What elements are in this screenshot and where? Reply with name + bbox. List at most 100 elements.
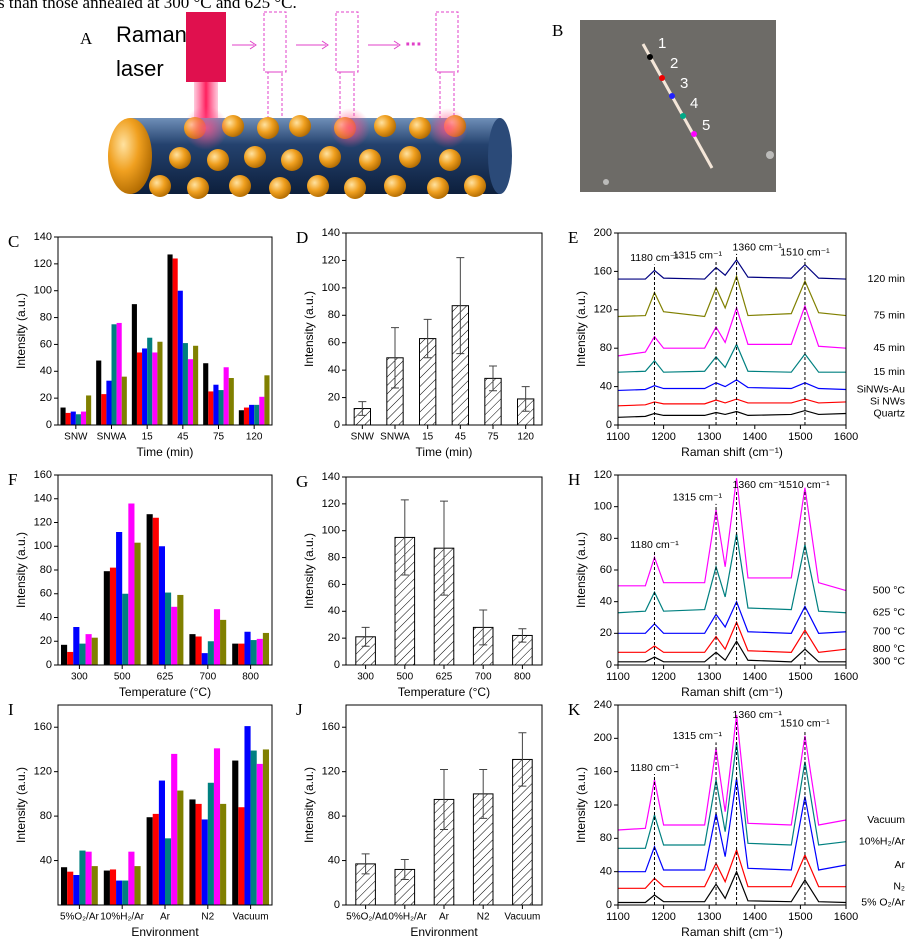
- y-tick-label: 60: [600, 564, 612, 576]
- bar: [171, 606, 178, 665]
- bar: [75, 414, 81, 425]
- x-tick-label: 1100: [606, 911, 630, 923]
- bar: [207, 641, 214, 665]
- spot-label: 3: [680, 75, 688, 92]
- plot-frame: [617, 704, 847, 906]
- bar: [109, 567, 117, 665]
- bar: [73, 875, 80, 905]
- x-tick-label: 120: [517, 432, 534, 443]
- peak-label: 1510 cm⁻¹: [780, 718, 830, 730]
- x-axis-label: Time (min): [416, 445, 473, 459]
- x-tick-label: 1200: [651, 671, 675, 683]
- x-axis-label: Raman shift (cm⁻¹): [681, 685, 783, 699]
- bar: [189, 799, 196, 905]
- peak-label: 1315 cm⁻¹: [673, 730, 723, 742]
- bar: [256, 763, 263, 905]
- y-tick-label: 120: [322, 498, 340, 510]
- bar: [171, 753, 178, 905]
- y-tick-label: 20: [40, 635, 52, 647]
- bar: [232, 643, 239, 665]
- error-bar: [391, 327, 399, 389]
- x-tick-label: 700: [199, 672, 216, 683]
- nanowire-cap: [108, 118, 152, 194]
- bar: [121, 376, 127, 425]
- x-axis-label: Time (min): [137, 445, 194, 459]
- spectrum-line: [618, 478, 847, 592]
- series-label: 75 min: [873, 309, 905, 321]
- panel-label: B: [552, 21, 563, 40]
- panel-label: D: [296, 228, 308, 247]
- spectrum-line: [618, 620, 847, 653]
- x-tick-label: 1200: [651, 431, 675, 443]
- bar: [67, 871, 74, 905]
- series-label: Ar: [895, 859, 906, 871]
- bar: [103, 870, 110, 905]
- spectrum-line: [617, 379, 847, 392]
- peak-label: 1180 cm⁻¹: [630, 762, 679, 774]
- x-tick-label: SNW: [64, 432, 88, 443]
- x-tick-label: 1300: [697, 431, 721, 443]
- y-axis-label: Intensity (a.u.): [14, 532, 28, 608]
- bar: [103, 571, 110, 665]
- x-tick-label: 1300: [697, 911, 721, 923]
- x-axis-label: Environment: [410, 925, 478, 939]
- spot-label: 1: [658, 35, 666, 52]
- header-text: s than those annealed at 300 °C and 625 …: [0, 0, 297, 12]
- panel-label: H: [568, 470, 580, 489]
- peak-label: 1510 cm⁻¹: [780, 479, 830, 491]
- x-tick-label: SNW: [351, 432, 375, 443]
- x-tick-label: 1100: [606, 671, 630, 683]
- x-tick-label: 1500: [788, 431, 812, 443]
- bar: [116, 532, 123, 665]
- x-tick-label: Vacuum: [504, 912, 540, 923]
- error-bar: [400, 858, 409, 880]
- x-tick-label: 1300: [697, 671, 721, 683]
- bar: [262, 632, 270, 665]
- ellipsis: ...: [405, 28, 422, 50]
- bar: [262, 749, 270, 905]
- y-tick-label: 80: [600, 532, 612, 544]
- bar: [85, 634, 92, 665]
- bar: [67, 651, 74, 665]
- series-label: 45 min: [873, 342, 905, 354]
- bar: [213, 748, 221, 905]
- x-tick-label: 1500: [788, 911, 812, 923]
- bar: [264, 375, 270, 425]
- bar: [116, 322, 122, 425]
- x-tick-label: 300: [71, 672, 88, 683]
- series-label: SiNWs-Au: [857, 383, 906, 395]
- x-tick-label: 45: [455, 432, 467, 443]
- y-tick-label: 20: [40, 392, 52, 404]
- y-tick-label: 160: [34, 721, 52, 733]
- bar: [152, 813, 159, 905]
- x-tick-label: 800: [242, 672, 259, 683]
- y-tick-label: 80: [328, 551, 340, 563]
- error-bar: [479, 609, 488, 646]
- bar: [201, 653, 208, 665]
- bar: [80, 411, 87, 425]
- y-tick-label: 0: [334, 659, 340, 671]
- x-tick-label: 10%H₂/Ar: [383, 912, 428, 923]
- spot-label: 5: [702, 117, 710, 134]
- bar: [203, 363, 209, 425]
- x-tick-label: Ar: [439, 912, 450, 923]
- panel-label: G: [296, 472, 308, 491]
- bar: [158, 546, 165, 665]
- x-tick-label: 15: [142, 432, 154, 443]
- bar: [106, 380, 112, 425]
- nanowire-image: [641, 43, 714, 169]
- bar: [195, 636, 202, 665]
- bar: [79, 850, 86, 905]
- y-axis-label: Intensity (a.u.): [302, 533, 316, 609]
- y-tick-label: 60: [40, 338, 52, 350]
- bar: [128, 851, 135, 905]
- bar: [128, 503, 135, 665]
- x-tick-label: 120: [246, 432, 263, 443]
- error-bar: [400, 499, 409, 576]
- bar: [147, 337, 153, 425]
- series-label: 500 °C: [873, 584, 906, 596]
- bar: [220, 619, 227, 665]
- x-axis-label: Temperature (°C): [398, 685, 490, 699]
